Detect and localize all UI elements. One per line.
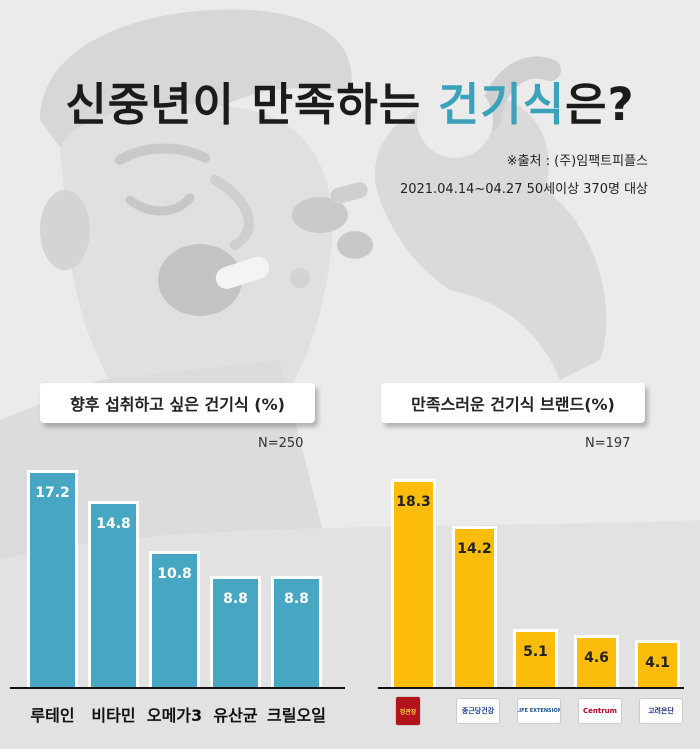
life-extension-logo: LIFE EXTENSION: [517, 698, 561, 724]
right-chart-baseline: [378, 687, 684, 689]
left-bar-value-1: 17.2: [35, 485, 70, 501]
brand-name-2: 종근당건강: [461, 707, 495, 715]
right-bar-value-2: 14.2: [457, 541, 492, 557]
left-bar-5: 8.8: [271, 576, 322, 687]
brand-name-4: Centrum: [583, 707, 617, 715]
source-line-1: ※출처 : (주)임팩트피플스: [506, 154, 648, 169]
left-bar-value-2: 14.8: [96, 516, 131, 532]
left-category-label-1: 루테인: [30, 706, 75, 725]
right-chart-title: 만족스러운 건기식 브랜드(%): [381, 383, 645, 423]
title-part2: 은?: [565, 78, 635, 131]
source-line-2: 2021.04.14~04.27 50세이상 370명 대상: [399, 182, 648, 197]
title-accent: 건기식: [437, 78, 566, 131]
left-bar-2: 14.8: [88, 501, 139, 687]
title-part1: 신중년이 만족하는: [65, 78, 438, 131]
right-bar-value-3: 5.1: [523, 644, 548, 660]
brand-name-1: 정관장: [399, 708, 417, 716]
korea-eundan-logo: 고려은단: [639, 698, 683, 724]
right-bar-value-4: 4.6: [584, 650, 609, 666]
right-chart-n-label: N=197: [585, 436, 631, 451]
centrum-logo: Centrum: [578, 698, 622, 724]
left-chart-baseline: [10, 687, 345, 689]
right-bar-5: 4.1: [635, 640, 680, 687]
left-chart-n-label: N=250: [258, 436, 304, 451]
left-bar-3: 10.8: [149, 551, 200, 687]
source-note: ※출처 : (주)임팩트피플스 2021.04.14~04.27 50세이상 3…: [400, 148, 648, 204]
right-bar-3: 5.1: [513, 629, 558, 687]
left-bar-value-4: 8.8: [223, 591, 248, 607]
left-category-label-2: 비타민: [91, 706, 136, 725]
right-bar-2: 14.2: [452, 526, 497, 687]
left-bar-1: 17.2: [27, 470, 78, 687]
right-bar-value-5: 4.1: [645, 655, 670, 671]
left-bar-4: 8.8: [210, 576, 261, 687]
left-category-label-5: 크릴오일: [267, 706, 326, 725]
chongkundang-logo: 종근당건강: [456, 698, 500, 724]
jeonggwanjang-logo: 정관장: [395, 696, 421, 726]
brand-name-5: 고려은단: [648, 707, 674, 715]
page-title: 신중년이 만족하는 건기식은?: [0, 68, 700, 133]
left-bar-value-3: 10.8: [157, 566, 192, 582]
right-bar-value-1: 18.3: [396, 494, 431, 510]
brand-name-3: LIFE EXTENSION: [517, 708, 561, 714]
left-category-label-3: 오메가3: [146, 706, 203, 725]
right-bar-4: 4.6: [574, 635, 619, 687]
right-bar-1: 18.3: [391, 479, 436, 687]
left-category-label-4: 유산균: [213, 706, 258, 725]
left-chart-title: 향후 섭취하고 싶은 건기식 (%): [40, 383, 315, 423]
left-bar-value-5: 8.8: [284, 591, 309, 607]
